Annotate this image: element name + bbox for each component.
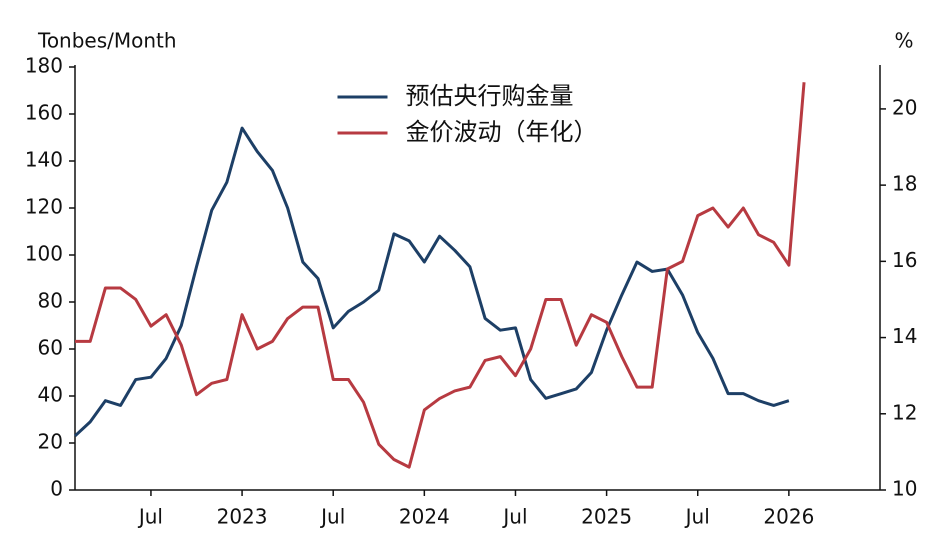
y-tick-label: 160 (25, 101, 63, 125)
y2-tick-label: 20 (892, 95, 917, 119)
y2-tick-label: 16 (892, 248, 917, 272)
y-tick-label: 120 (25, 195, 63, 219)
x-tick-label: Jul (501, 505, 527, 529)
x-tick-label: 2024 (399, 505, 450, 529)
y-tick-label: 0 (50, 477, 63, 501)
x-tick-label: Jul (684, 505, 710, 529)
x-tick-label: Jul (137, 505, 163, 529)
y-tick-label: 40 (38, 383, 63, 407)
legend-label: 预估央行购金量 (406, 82, 574, 110)
y2-tick-label: 18 (892, 172, 917, 196)
y-tick-label: 180 (25, 54, 63, 78)
y-tick-label: 100 (25, 242, 63, 266)
legend-label: 金价波动（年化） (406, 118, 598, 146)
series-line (75, 82, 806, 469)
x-tick-label: Jul (319, 505, 345, 529)
x-tick-label: 2023 (217, 505, 268, 529)
y-tick-label: 20 (38, 430, 63, 454)
series-line (73, 126, 790, 438)
x-tick-label: 2025 (581, 505, 632, 529)
y-axis-label: Tonbes/Month (37, 29, 177, 53)
y-tick-label: 140 (25, 148, 63, 172)
y2-tick-label: 12 (892, 400, 917, 424)
y2-tick-label: 14 (892, 324, 917, 348)
y-tick-label: 80 (38, 289, 63, 313)
y2-axis-label: % (894, 29, 913, 53)
y-tick-label: 60 (38, 336, 63, 360)
y2-tick-label: 10 (892, 477, 917, 501)
x-tick-label: 2026 (763, 505, 814, 529)
